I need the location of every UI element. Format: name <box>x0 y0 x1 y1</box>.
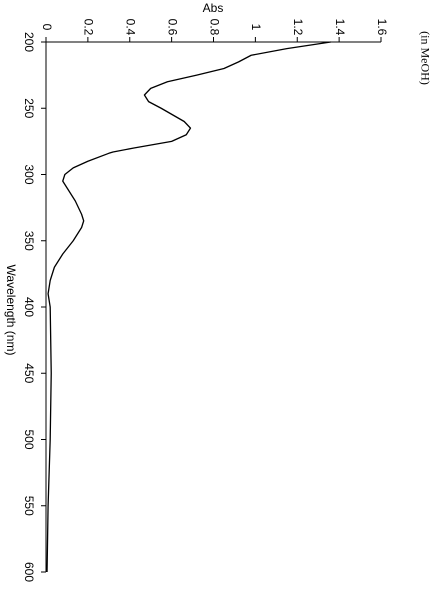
x-tick-label: 400 <box>22 297 36 317</box>
x-tick-label: 200 <box>22 32 36 52</box>
y-tick-label: 1.4 <box>333 19 347 36</box>
x-tick-label: 300 <box>22 164 36 184</box>
y-tick-label: 0.8 <box>207 19 221 36</box>
x-tick-label: 350 <box>22 231 36 251</box>
annotation: (in MeOH) <box>418 31 432 85</box>
y-tick-label: 1.2 <box>291 19 305 36</box>
chart-title: Abs <box>203 1 224 15</box>
x-tick-label: 500 <box>22 429 36 449</box>
x-tick-label: 450 <box>22 363 36 383</box>
y-tick-label: 1.6 <box>375 19 389 36</box>
x-tick-label: 250 <box>22 98 36 118</box>
y-tick-label: 0 <box>40 24 54 31</box>
y-tick-label: 0.4 <box>124 19 138 36</box>
x-tick-label: 600 <box>22 562 36 582</box>
x-tick-label: 550 <box>22 496 36 516</box>
x-axis-label: Wavelength (nm) <box>4 265 18 356</box>
y-tick-label: 1 <box>249 24 263 31</box>
y-tick-label: 0.6 <box>165 19 179 36</box>
spectrum-line <box>46 41 331 573</box>
y-tick-label: 0.2 <box>82 19 96 36</box>
